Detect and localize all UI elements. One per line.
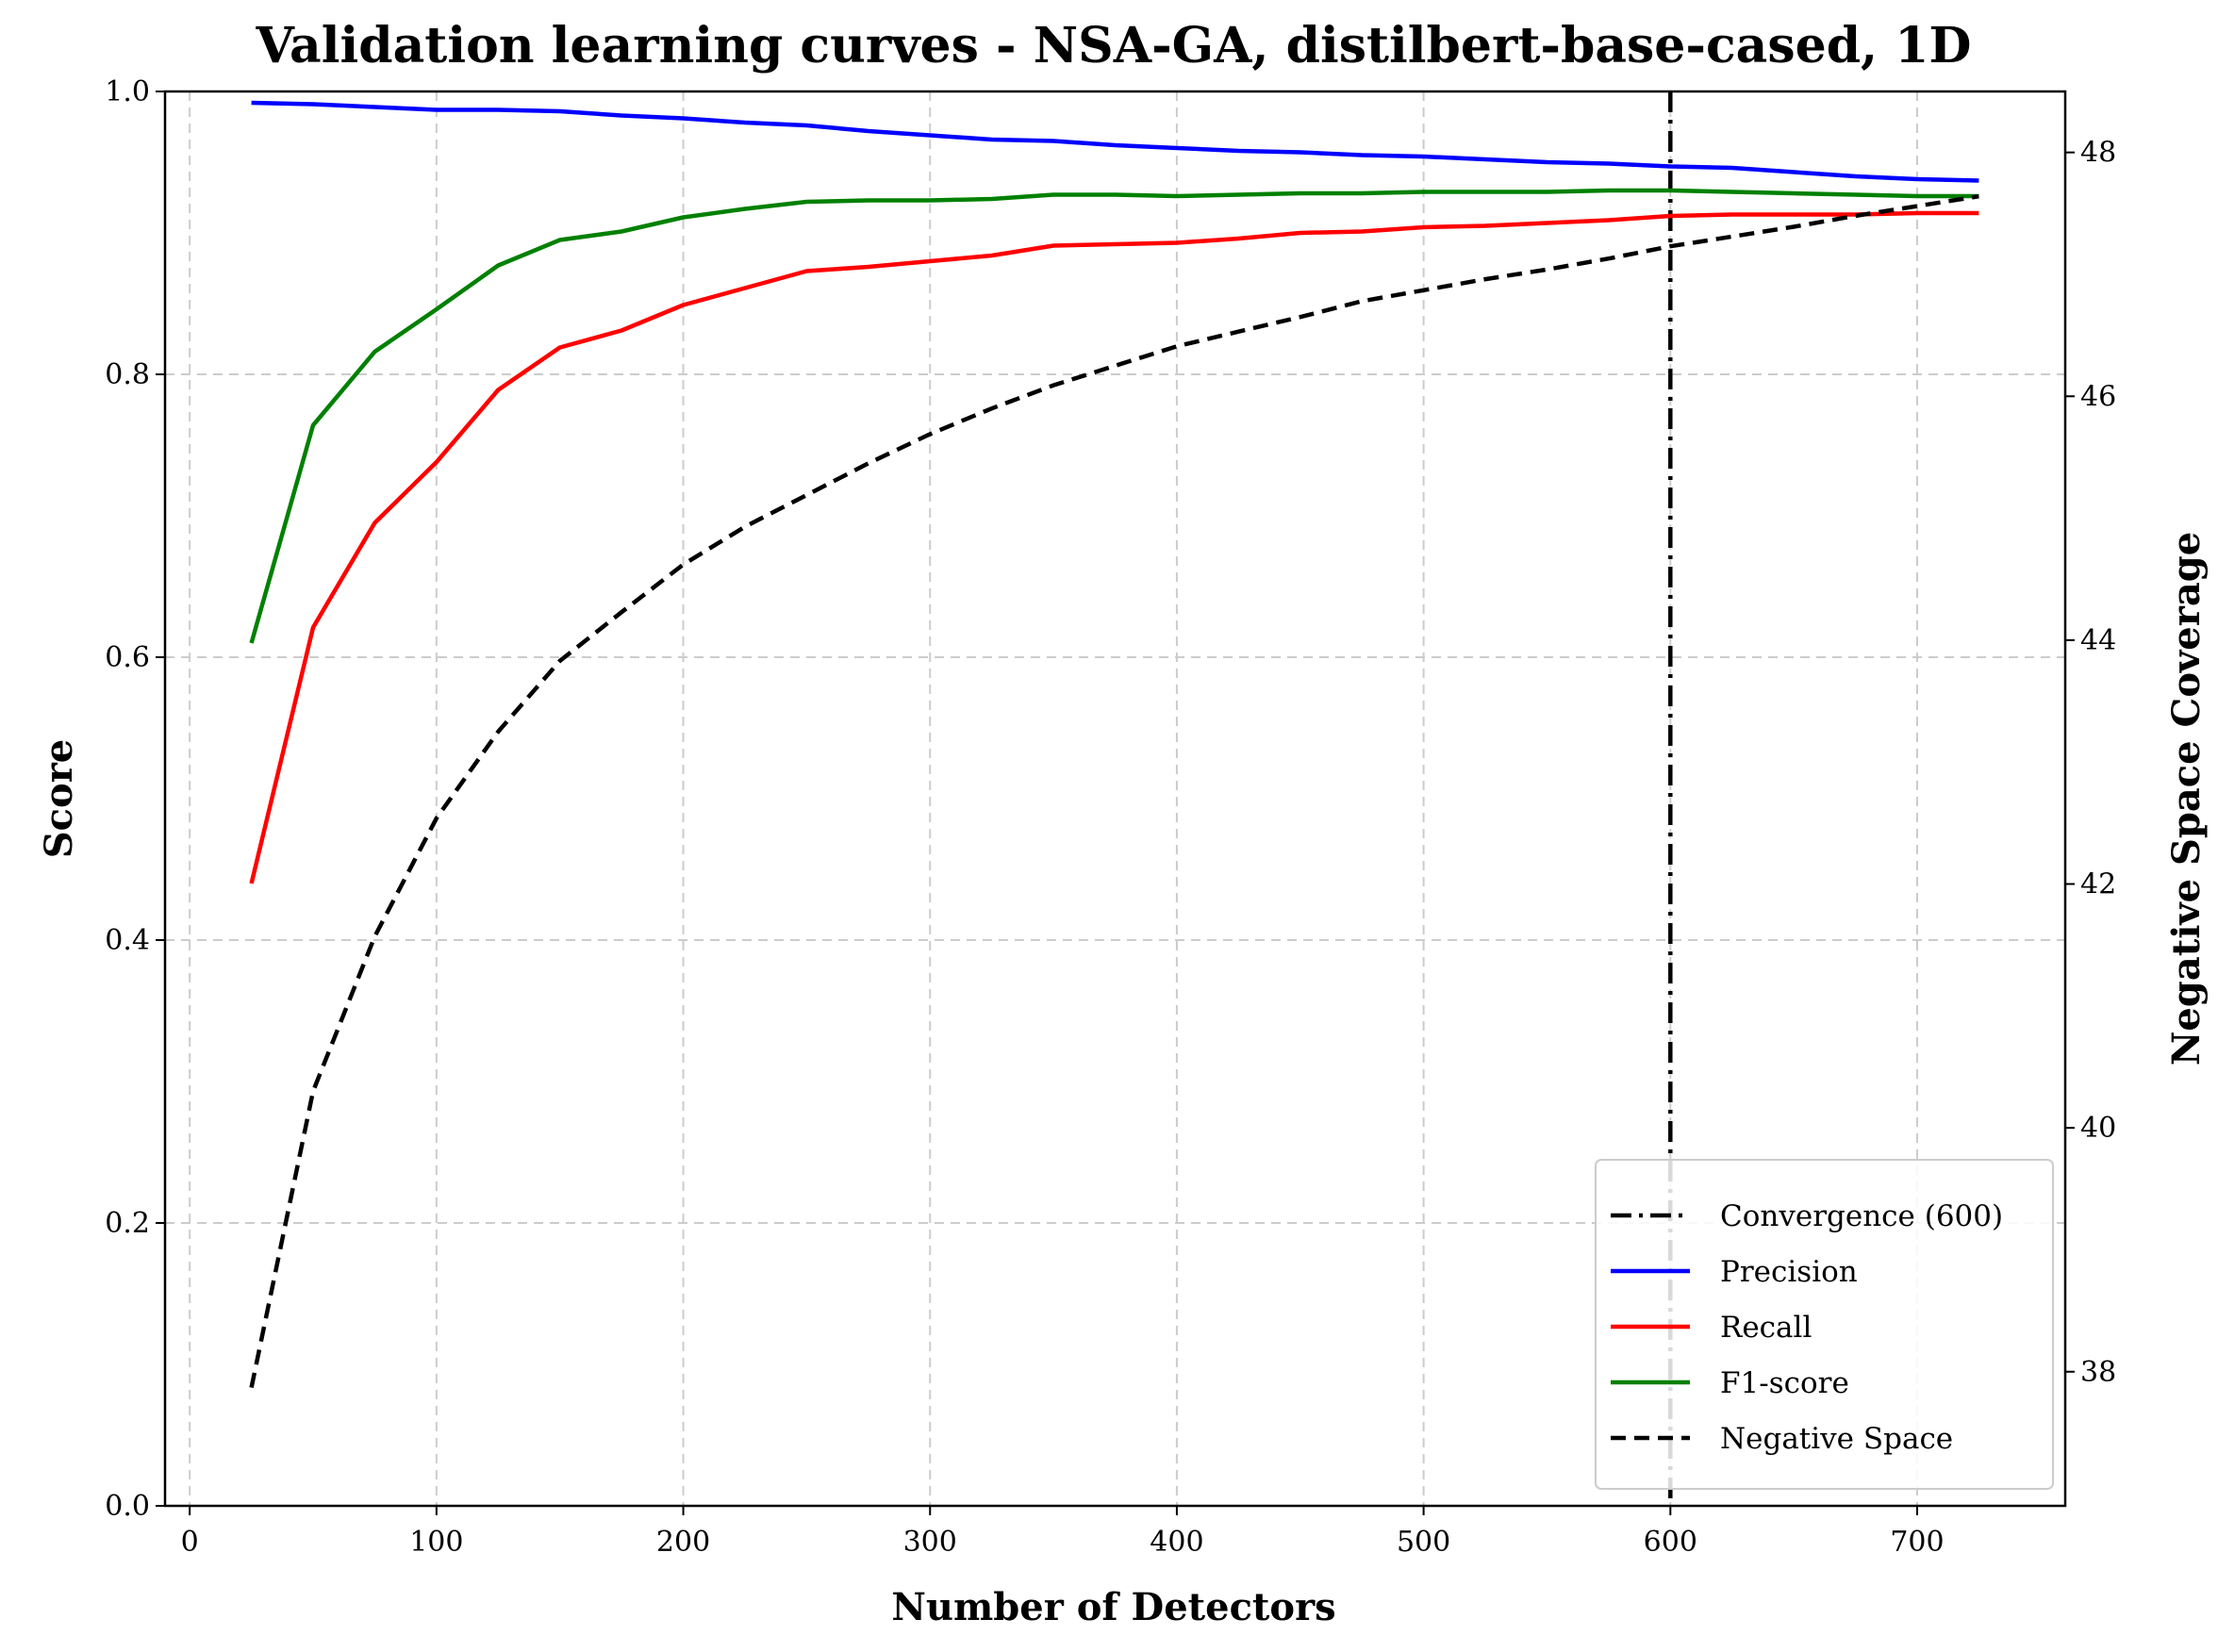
x-tick-label: 500 bbox=[1397, 1526, 1450, 1559]
x-tick-label: 400 bbox=[1150, 1526, 1203, 1559]
legend-label: Recall bbox=[1720, 1311, 1812, 1345]
y-tick-label: 0.8 bbox=[105, 358, 150, 391]
series-line-precision bbox=[251, 100, 1979, 183]
chart-title: Validation learning curves - NSA-GA, dis… bbox=[255, 17, 1971, 74]
x-axis-label: Number of Detectors bbox=[891, 1585, 1335, 1629]
y2-tick-label: 38 bbox=[2080, 1356, 2116, 1389]
y2-tick-label: 48 bbox=[2080, 137, 2116, 170]
y2-tick-label: 42 bbox=[2080, 868, 2116, 901]
x-tick-label: 0 bbox=[181, 1526, 199, 1559]
legend-box bbox=[1595, 1159, 2054, 1490]
x-tick-label: 600 bbox=[1644, 1526, 1697, 1559]
y2-tick-label: 40 bbox=[2080, 1112, 2116, 1145]
x-tick-label: 700 bbox=[1890, 1526, 1944, 1559]
plot-frame bbox=[163, 90, 2067, 1508]
y-tick-label: 0.2 bbox=[105, 1207, 150, 1240]
y2-tick-label: 46 bbox=[2080, 380, 2116, 413]
y2-tick-label: 44 bbox=[2080, 624, 2116, 657]
series-line-recall bbox=[249, 210, 1979, 884]
y-axis-label: Score bbox=[37, 739, 81, 858]
x-tick-label: 300 bbox=[903, 1526, 957, 1559]
legend-label: F1-score bbox=[1720, 1366, 1849, 1400]
legend: Convergence (600) Precision Recall F1-score… bbox=[1595, 1159, 2054, 1490]
y-tick-label: 0.0 bbox=[105, 1490, 150, 1523]
series-line-f1-score bbox=[249, 188, 1979, 644]
legend-label: Convergence (600) bbox=[1720, 1199, 2003, 1233]
legend-label: Negative Space bbox=[1720, 1422, 1953, 1456]
y2-axis-label: Negative Space Coverage bbox=[2164, 532, 2209, 1066]
y-tick-label: 1.0 bbox=[105, 75, 150, 108]
y-tick-label: 0.6 bbox=[105, 641, 150, 674]
y-tick-label: 0.4 bbox=[105, 924, 150, 957]
legend-label: Precision bbox=[1720, 1255, 1858, 1289]
x-tick-label: 200 bbox=[656, 1526, 710, 1559]
x-tick-label: 100 bbox=[409, 1526, 463, 1559]
axes: 0 100 200 300 400 500 600 700 0.0 0.2 0.4 0.6 0.8 1.0… bbox=[105, 75, 2116, 1559]
